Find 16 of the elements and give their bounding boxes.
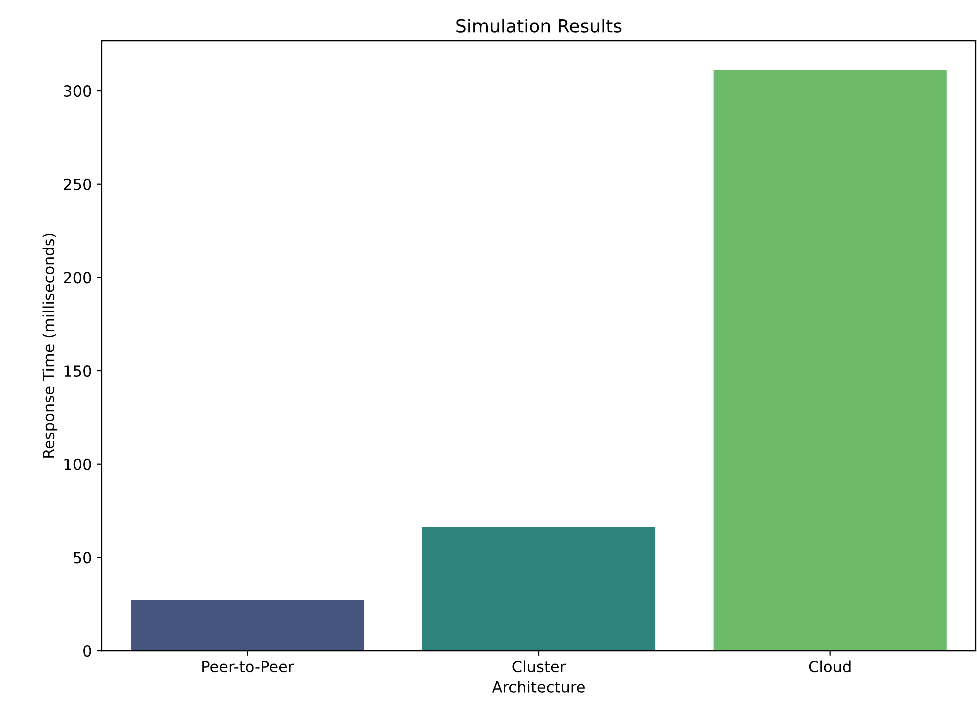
bar [131,600,364,652]
y-tick-label: 0 [84,645,92,658]
y-tick-label: 150 [64,365,92,378]
y-tick-label: 200 [64,272,92,284]
x-axis-title: Architecture [492,681,585,693]
y-axis-title: Response Time (milliseconds) [42,234,58,458]
y-tick-label: 100 [64,458,92,470]
y-tick-label: 300 [64,86,92,98]
x-tick-label: Cloud [809,660,851,673]
x-tick-label: Peer-to-Peer [202,661,294,673]
chart-title: Simulation Results [456,18,622,33]
x-tick-label: Cluster [512,660,566,673]
bar [422,527,656,652]
y-tick-label: 50 [74,552,92,564]
bar [714,70,947,652]
y-tick-label: 250 [64,178,92,190]
